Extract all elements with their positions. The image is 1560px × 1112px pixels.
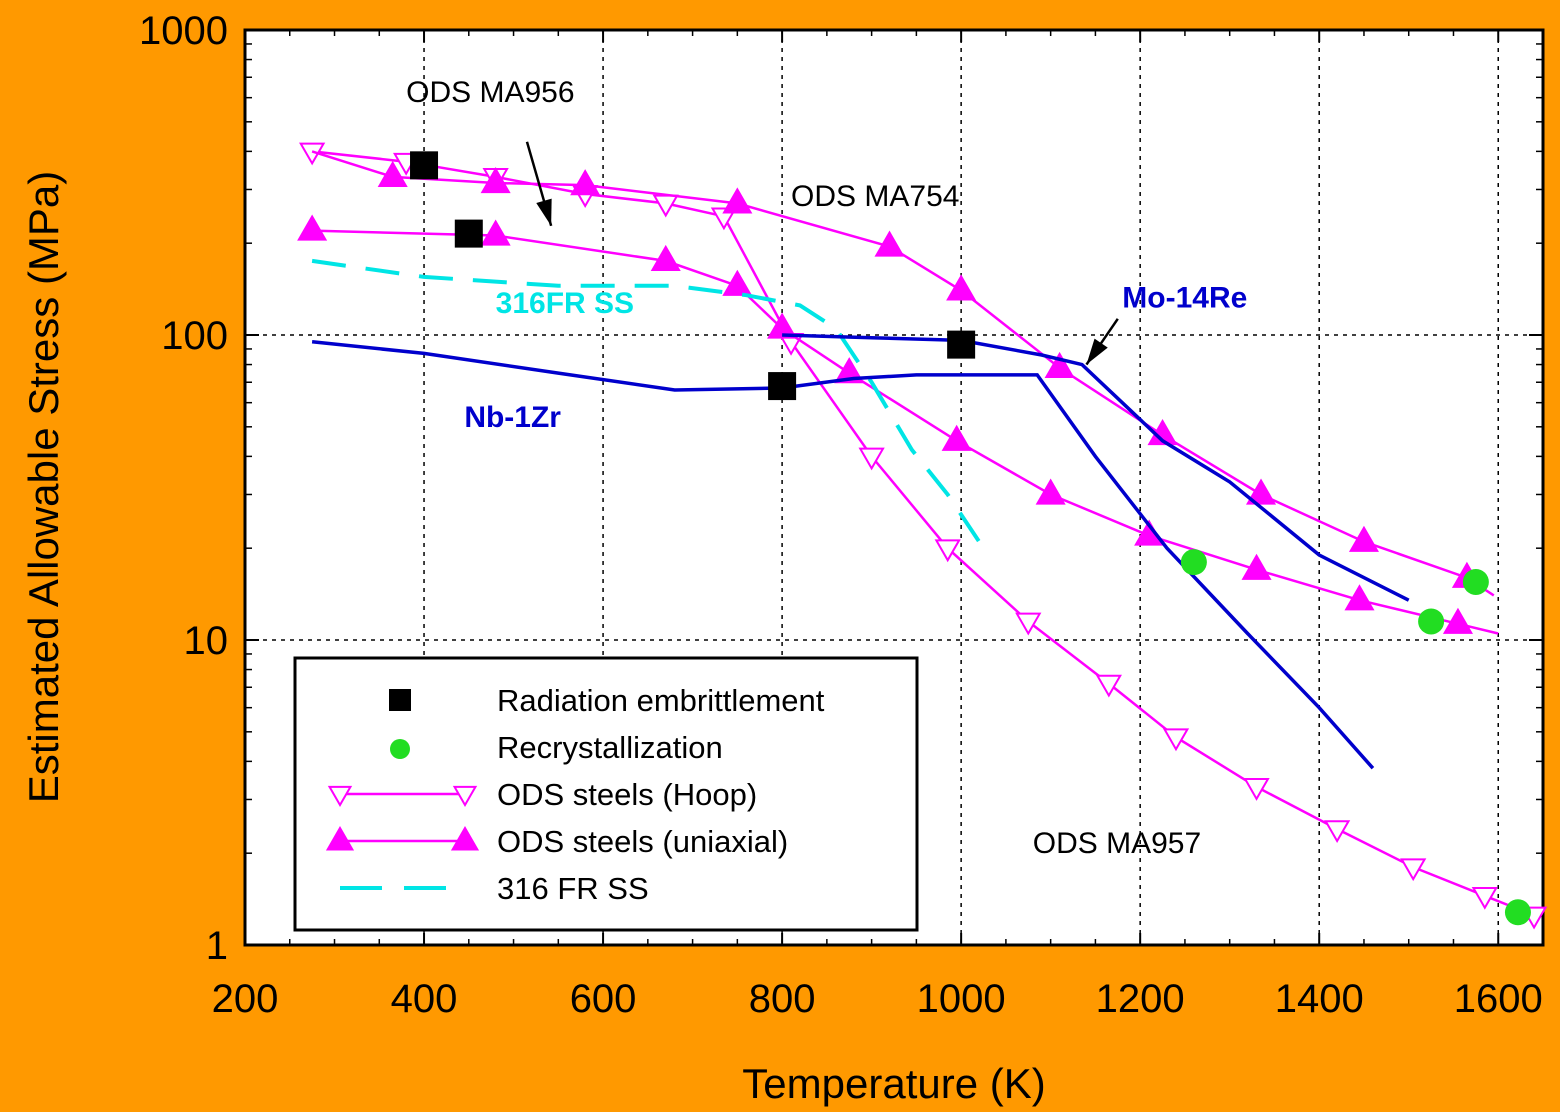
triangle-up-marker — [767, 312, 798, 339]
triangle-down-marker — [1095, 674, 1122, 698]
triangle-up-marker — [1344, 584, 1375, 611]
triangle-down-marker — [1400, 858, 1427, 882]
triangle-down-marker — [1015, 612, 1042, 636]
x-tick-label: 1600 — [1454, 977, 1543, 1021]
y-tick-label: 100 — [161, 314, 228, 358]
annotation-ods-ma957: ODS MA957 — [1033, 827, 1201, 860]
x-tick-label: 600 — [570, 977, 637, 1021]
series-ods-ma754 — [311, 150, 1495, 597]
triangle-up-marker — [570, 169, 601, 196]
triangle-up-marker — [834, 357, 865, 384]
y-tick-label: 10 — [184, 619, 229, 663]
circle-marker — [1180, 549, 1207, 576]
triangle-down-marker — [1471, 886, 1498, 910]
x-tick-label: 200 — [212, 977, 279, 1021]
annotation-nb-1zr: Nb-1Zr — [464, 401, 561, 434]
arrow-head — [1086, 338, 1108, 365]
series-line — [311, 340, 1375, 770]
square-marker — [410, 151, 439, 180]
annotation-mo-14re: Mo-14Re — [1122, 282, 1247, 315]
legend: Radiation embrittlement Recrystallization… — [293, 656, 919, 932]
legend-item: ODS steels (uniaxial) — [325, 824, 788, 859]
legend-label: Radiation embrittlement — [497, 683, 825, 718]
series-ods-ma957 — [312, 219, 1499, 635]
square-marker — [454, 219, 483, 248]
series-nb-1zr — [311, 340, 1375, 770]
triangle-down-marker — [858, 447, 885, 471]
triangle-down-marker — [1323, 820, 1351, 844]
triangle-up-marker — [1241, 553, 1272, 580]
series-radiation-embrittlement — [410, 151, 976, 401]
legend-label: 316 FR SS — [497, 871, 649, 906]
triangle-down-marker — [452, 785, 478, 808]
annotations: ODS MA956 ODS MA754 316FR SS Mo-14Re Nb-1Zr O… — [406, 76, 1247, 860]
legend-item: Radiation embrittlement — [389, 683, 825, 718]
series-316-fr-ss — [311, 258, 986, 550]
circle-marker — [1504, 899, 1531, 926]
triangle-up-marker — [946, 274, 977, 301]
series-group — [297, 142, 1548, 930]
circle-marker — [1462, 568, 1489, 595]
triangle-down-marker — [934, 539, 961, 563]
triangle-down-marker — [1162, 728, 1190, 752]
x-tick-label: 400 — [391, 977, 458, 1021]
x-tick-label: 1400 — [1275, 977, 1364, 1021]
annotation-316fr-ss: 316FR SS — [496, 287, 634, 320]
x-axis-title: Temperature (K) — [742, 1060, 1045, 1107]
triangle-up-marker — [297, 214, 328, 241]
uniaxial-start-markers — [297, 214, 328, 241]
triangle-up-marker — [1245, 478, 1277, 505]
x-tick-label: 800 — [749, 977, 816, 1021]
triangle-up-marker — [377, 160, 408, 187]
arrow-head — [536, 198, 552, 226]
triangle-up-marker — [722, 269, 753, 296]
y-tick-label: 1 — [206, 924, 228, 968]
legend-item: ODS steels (Hoop) — [327, 777, 757, 812]
triangle-up-marker — [941, 424, 972, 451]
series-mo-14re — [782, 333, 1410, 602]
triangle-up-marker — [650, 244, 681, 271]
triangle-down-marker — [327, 785, 353, 808]
series-line — [782, 333, 1410, 602]
triangle-down-marker — [1243, 778, 1270, 801]
series-recrystallization — [1180, 549, 1531, 926]
square-marker — [947, 330, 976, 359]
triangle-up-marker — [1035, 478, 1066, 505]
square-marker — [389, 689, 411, 711]
y-tick-label: 1000 — [139, 9, 228, 53]
triangle-up-marker — [1348, 525, 1379, 552]
annotation-ods-ma956: ODS MA956 — [406, 76, 574, 109]
triangle-up-marker — [480, 167, 511, 194]
triangle-up-marker — [480, 219, 511, 246]
triangle-up-marker — [1044, 351, 1075, 379]
x-tick-label: 1000 — [917, 977, 1006, 1021]
legend-label: ODS steels (Hoop) — [497, 777, 757, 812]
x-tick-label: 1200 — [1096, 977, 1185, 1021]
circle-marker — [390, 739, 410, 759]
y-axis-title: Estimated Allowable Stress (MPa) — [20, 171, 67, 804]
axis-ticks: 200 400 600 800 1000 1200 1400 1600 1 10 100 1000 — [139, 9, 1543, 1021]
series-line — [311, 258, 986, 550]
annotation-ods-ma754: ODS MA754 — [791, 180, 959, 213]
triangle-up-marker — [1442, 607, 1473, 634]
grid — [245, 30, 1543, 945]
triangle-up-marker — [450, 825, 480, 851]
square-marker — [768, 372, 797, 401]
legend-item: Recrystallization — [390, 730, 723, 765]
legend-label: Recrystallization — [497, 730, 723, 765]
triangle-up-marker — [722, 187, 753, 214]
legend-item: 316 FR SS — [340, 871, 649, 906]
legend-label: ODS steels (uniaxial) — [497, 824, 788, 859]
triangle-up-marker — [874, 230, 905, 257]
circle-marker — [1418, 608, 1445, 635]
triangle-up-marker — [325, 825, 355, 851]
